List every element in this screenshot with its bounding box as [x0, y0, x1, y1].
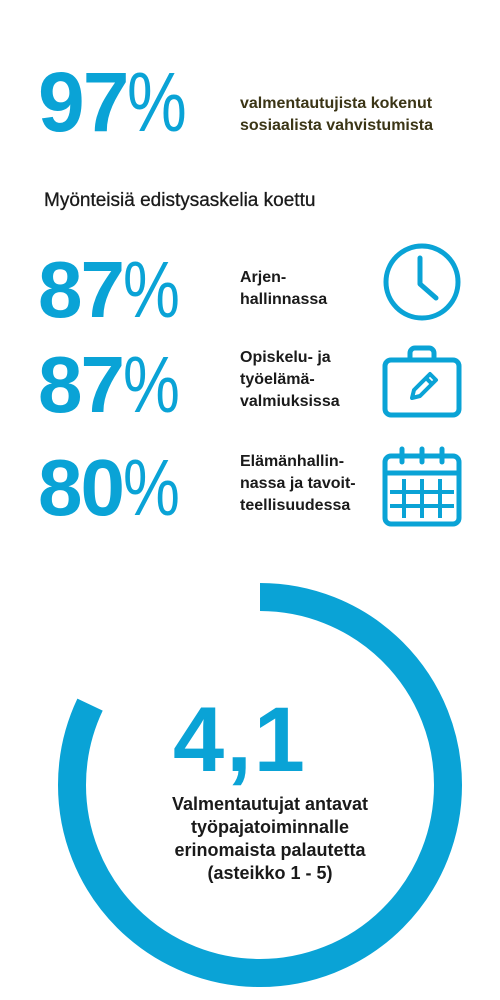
feedback-score: 4,1 [173, 689, 307, 791]
highlight-description: valmentautujista kokenut sosiaalista vah… [240, 93, 433, 137]
feedback-line: (asteikko 1 - 5) [207, 863, 333, 883]
feedback-line: erinomaista palautetta [174, 840, 366, 860]
progress-label-line: teellisuudessa [240, 497, 351, 514]
section-title: Myönteisiä edistysaskelia koettu [44, 190, 316, 211]
progress-label-line: työelämä- [240, 371, 315, 388]
progress-value: 87 [38, 245, 125, 334]
progress-label-line: valmiuksissa [240, 393, 340, 410]
progress-percentage-1: 87% [38, 250, 192, 330]
briefcase-pencil-icon [382, 345, 462, 418]
progress-label-line: Opiskelu- ja [240, 349, 331, 366]
highlight-value: 97 [38, 55, 129, 149]
progress-value: 80 [38, 443, 125, 532]
progress-label-line: Elämänhallin- [240, 453, 345, 470]
feedback-line: Valmentautujat antavat [171, 794, 369, 814]
progress-unit: % [122, 245, 180, 334]
progress-value: 87 [38, 340, 125, 429]
highlight-description-line: sosiaalista vahvistumista [240, 117, 433, 134]
calendar-icon [382, 446, 462, 527]
progress-label-line: nassa ja tavoit- [240, 475, 356, 492]
progress-label-1: Arjen- hallinnassa [240, 267, 327, 311]
progress-unit: % [122, 340, 180, 429]
progress-unit: % [122, 443, 180, 532]
score-ring [58, 583, 462, 987]
progress-label-line: hallinnassa [240, 291, 328, 308]
progress-label-3: Elämänhallin- nassa ja tavoit- teellisuu… [240, 451, 356, 517]
feedback-description: Valmentautujat antavat työpajatoiminnall… [110, 793, 430, 885]
clock-icon [383, 243, 461, 321]
progress-percentage-3: 80% [38, 448, 192, 528]
feedback-line: työpajatoiminnalle [190, 817, 350, 837]
highlight-percentage: 97% [38, 60, 200, 144]
progress-percentage-2: 87% [38, 345, 192, 425]
progress-label-2: Opiskelu- ja työelämä- valmiuksissa [240, 347, 340, 413]
highlight-description-line: valmentautujista kokenut [240, 95, 433, 112]
score-ring-arc [58, 583, 462, 987]
progress-label-line: Arjen- [240, 269, 287, 286]
highlight-unit: % [127, 55, 187, 149]
